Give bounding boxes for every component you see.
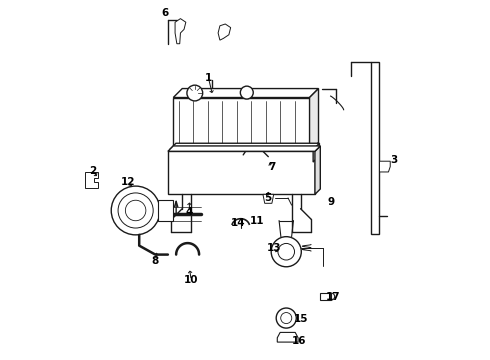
Text: 10: 10 [184,275,198,285]
Circle shape [276,308,296,328]
Text: 17: 17 [325,292,340,302]
Text: 14: 14 [230,218,245,228]
Circle shape [118,193,153,228]
Polygon shape [277,332,298,342]
Circle shape [271,237,301,267]
Text: 9: 9 [327,197,335,207]
Polygon shape [85,172,98,188]
Text: 11: 11 [250,216,265,226]
Polygon shape [263,194,274,203]
Bar [370,62,379,234]
Text: 7: 7 [268,162,275,172]
Circle shape [187,85,203,101]
Bar [168,151,315,194]
Text: 2: 2 [89,166,96,176]
Polygon shape [310,89,318,151]
Bar [158,201,172,221]
Bar [173,98,310,151]
Text: 1: 1 [205,73,212,83]
Bar [320,293,331,300]
Text: 8: 8 [152,256,159,266]
Bar [170,149,313,162]
Text: 12: 12 [121,177,136,187]
Text: 16: 16 [292,336,306,346]
Polygon shape [173,89,318,98]
Polygon shape [168,146,320,151]
Polygon shape [175,19,186,44]
Circle shape [278,243,294,260]
Circle shape [125,200,146,221]
Polygon shape [379,161,390,172]
Text: 15: 15 [294,314,308,324]
Polygon shape [170,143,319,149]
Text: 6: 6 [162,8,169,18]
Circle shape [111,186,160,235]
Circle shape [240,86,253,99]
Polygon shape [315,146,320,194]
Polygon shape [313,143,319,162]
Text: 13: 13 [267,243,281,253]
Text: 4: 4 [186,207,193,217]
Text: 3: 3 [390,155,397,165]
Circle shape [281,312,292,324]
Polygon shape [218,24,231,40]
Text: 5: 5 [265,193,272,203]
